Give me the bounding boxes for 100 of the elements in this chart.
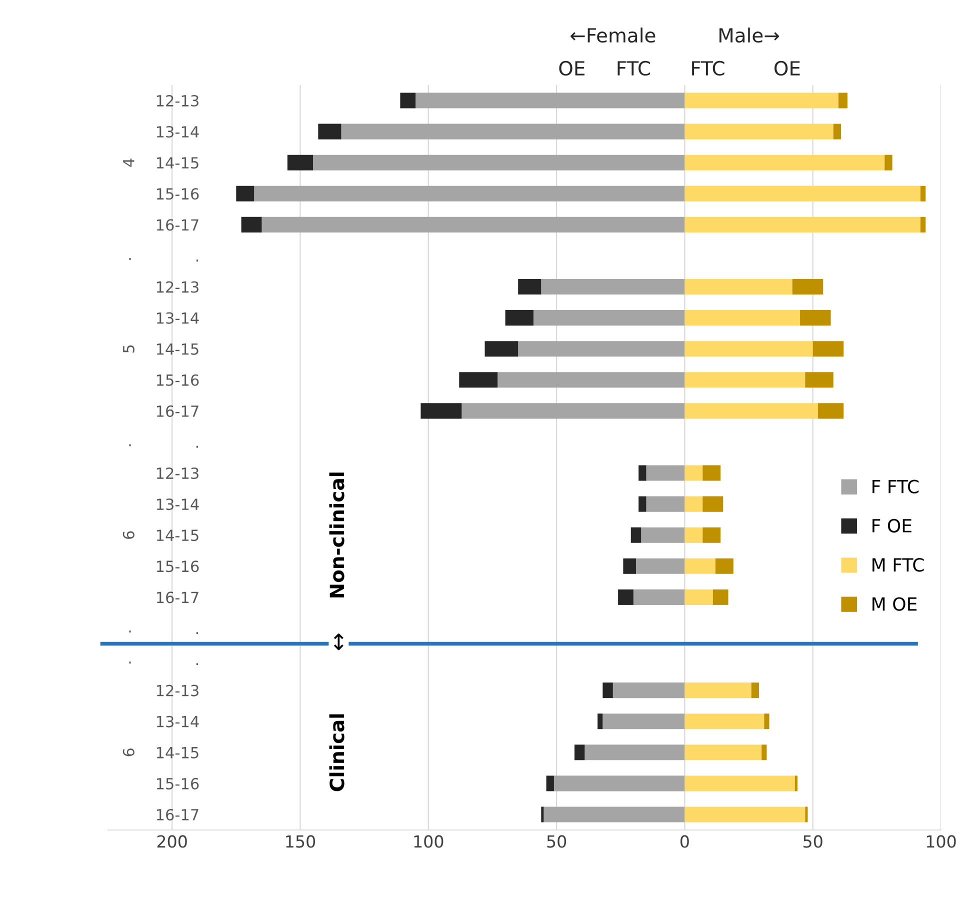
- bar: [484, 341, 518, 357]
- bar: [702, 527, 721, 543]
- y-tick-label: 12-13: [156, 684, 198, 696]
- y-tick-label: 16-17: [156, 808, 198, 820]
- bar: [313, 154, 685, 170]
- bar: [684, 124, 834, 140]
- bar: [638, 465, 646, 481]
- bar: [518, 341, 685, 357]
- annotation: Clinical: [329, 714, 344, 792]
- bar: [684, 341, 813, 357]
- y-tick-label: 16-17: [156, 592, 198, 604]
- bar: [462, 403, 685, 419]
- bar: [598, 714, 603, 730]
- annotation: .: [129, 444, 131, 446]
- bar: [684, 310, 800, 326]
- bar: [541, 806, 544, 822]
- x-tick-label: 50: [547, 835, 566, 848]
- bar: [684, 92, 838, 108]
- bar: [533, 310, 685, 326]
- bar: [254, 186, 685, 202]
- bar: [612, 682, 685, 698]
- bar: [287, 154, 314, 170]
- text: FTC: [618, 60, 650, 76]
- bar: [764, 714, 770, 730]
- bar: [546, 776, 554, 792]
- bar: [684, 186, 920, 202]
- text: ←Female: [570, 28, 656, 43]
- y-tick-label: 14-15: [156, 530, 198, 542]
- bar: [684, 527, 703, 543]
- annotation: .: [129, 630, 131, 632]
- bar: [800, 310, 831, 326]
- text: OE: [774, 60, 800, 76]
- bar: [623, 558, 636, 574]
- y-tick-label: .: [196, 663, 198, 666]
- bar: [684, 558, 716, 574]
- text: FTC: [692, 60, 724, 76]
- bar: [684, 496, 703, 512]
- bar: [812, 341, 844, 357]
- bar: [884, 154, 892, 170]
- bar: [541, 279, 685, 295]
- bar: [762, 744, 767, 760]
- bar: [498, 372, 685, 388]
- x-tick-label: 100: [926, 835, 956, 848]
- y-tick-label: 15-16: [156, 188, 199, 200]
- bar: [702, 465, 721, 481]
- annotation: 6: [122, 531, 134, 539]
- bar: [920, 216, 926, 232]
- annotation: Non-clinical: [329, 472, 344, 598]
- bar: [715, 558, 734, 574]
- annotation: 4: [123, 158, 134, 167]
- bar: [684, 279, 792, 295]
- bar: [702, 496, 724, 512]
- bar: [641, 527, 685, 543]
- annotation: 5: [123, 345, 134, 353]
- y-tick-label: 14-15: [156, 344, 198, 355]
- bar: [684, 744, 762, 760]
- text: OE: [559, 60, 584, 76]
- y-tick-label: .: [196, 632, 198, 634]
- x-tick-label: 0: [680, 835, 689, 848]
- bar: [416, 92, 685, 108]
- y-tick-label: 15-16: [156, 374, 199, 386]
- y-tick-label: 15-16: [156, 560, 199, 572]
- x-tick-label: 200: [157, 835, 187, 848]
- annotation: .: [129, 258, 131, 260]
- y-tick-label: 16-17: [156, 405, 198, 417]
- bar: [630, 527, 642, 543]
- y-tick-label: 15-16: [156, 778, 199, 790]
- annotation: 6: [122, 748, 134, 756]
- bar: [602, 682, 613, 698]
- bar: [318, 124, 342, 140]
- bar: [712, 589, 728, 605]
- bar: [618, 589, 634, 605]
- bar: [818, 403, 844, 419]
- bar: [684, 403, 818, 419]
- bar: [636, 558, 685, 574]
- bar: [400, 92, 416, 108]
- bar: [646, 465, 685, 481]
- bar: [805, 372, 834, 388]
- bar: [638, 496, 646, 512]
- annotation: ↕: [334, 634, 344, 650]
- bar: [633, 589, 685, 605]
- y-tick-label: .: [196, 260, 198, 262]
- x-tick-label: 50: [804, 835, 822, 848]
- legend-label: M FTC: [872, 558, 924, 572]
- bar: [420, 403, 462, 419]
- bar: [684, 776, 795, 792]
- bar: [459, 372, 498, 388]
- y-tick-label: 14-15: [156, 157, 198, 169]
- y-tick-label: .: [196, 446, 198, 448]
- bar: [684, 806, 806, 822]
- bar: [684, 714, 764, 730]
- bar: [518, 279, 542, 295]
- bar: [262, 216, 685, 232]
- bar: [574, 744, 585, 760]
- x-tick-label: 150: [286, 835, 316, 848]
- bar: [684, 465, 703, 481]
- bar: [805, 806, 808, 822]
- bar: [684, 372, 806, 388]
- y-tick-label: 12-13: [156, 94, 198, 107]
- bar: [792, 279, 824, 295]
